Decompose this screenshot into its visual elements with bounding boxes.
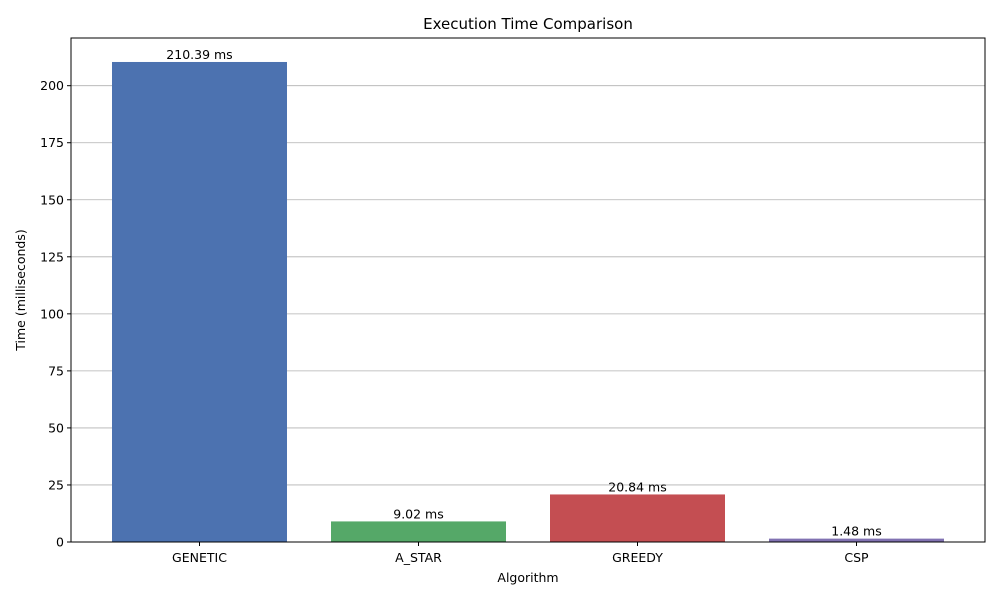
y-tick-label: 50 <box>48 420 64 435</box>
x-tick-label: A_STAR <box>395 550 442 565</box>
bar-csp <box>769 538 944 542</box>
y-tick-label: 100 <box>40 306 64 321</box>
x-tick-label: GENETIC <box>172 550 227 565</box>
y-tick-label: 200 <box>40 78 64 93</box>
x-tick-label: GREEDY <box>612 550 663 565</box>
x-tick-label: CSP <box>844 550 869 565</box>
y-axis-ticks: 0 25 50 75 100 125 150 175 200 <box>40 78 71 550</box>
data-label: 210.39 ms <box>166 47 232 62</box>
data-label: 9.02 ms <box>393 506 444 521</box>
y-tick-label: 175 <box>40 135 64 150</box>
bar-a-star <box>331 521 506 542</box>
data-label: 1.48 ms <box>831 524 882 539</box>
y-tick-label: 150 <box>40 192 64 207</box>
data-labels: 210.39 ms 9.02 ms 20.84 ms 1.48 ms <box>166 47 881 539</box>
bars <box>112 61 944 542</box>
data-label: 20.84 ms <box>608 479 666 494</box>
x-axis-label: Algorithm <box>497 570 558 585</box>
plot-frame <box>70 37 986 543</box>
y-tick-label: 125 <box>40 249 64 264</box>
x-axis-ticks: GENETIC A_STAR GREEDY CSP <box>172 542 869 565</box>
y-tick-label: 0 <box>56 535 64 550</box>
y-axis-label: Time (milliseconds) <box>13 229 28 351</box>
y-tick-label: 25 <box>48 477 64 492</box>
y-tick-label: 75 <box>48 363 64 378</box>
bar-greedy <box>550 494 725 542</box>
chart-title: Execution Time Comparison <box>423 15 633 33</box>
bar-genetic <box>112 61 287 542</box>
